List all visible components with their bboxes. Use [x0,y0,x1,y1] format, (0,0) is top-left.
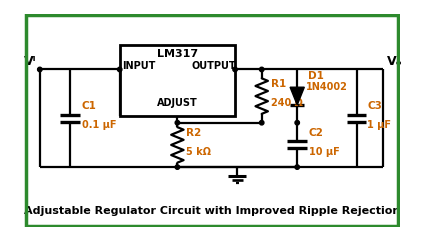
Text: OUTPUT: OUTPUT [192,60,236,71]
Text: C3: C3 [367,101,382,111]
Circle shape [295,165,299,169]
Text: 10 μF: 10 μF [309,147,340,157]
Text: 1 μF: 1 μF [367,120,391,130]
Text: R2: R2 [186,128,201,138]
Text: 240 Ω: 240 Ω [271,98,302,108]
Text: Adjustable Regulator Circuit with Improved Ripple Rejection: Adjustable Regulator Circuit with Improv… [24,207,400,216]
Text: C1: C1 [81,101,96,111]
Circle shape [175,165,180,169]
Circle shape [295,120,299,125]
Polygon shape [290,87,304,105]
Text: 5 kΩ: 5 kΩ [186,147,211,157]
Circle shape [259,67,264,72]
Text: D1: D1 [308,71,324,81]
Text: 1N4002: 1N4002 [306,82,348,92]
Text: Vₒ: Vₒ [387,55,403,68]
Text: C2: C2 [309,128,324,138]
Text: ADJUST: ADJUST [157,98,198,108]
Circle shape [259,120,264,125]
Circle shape [175,120,180,125]
Text: Vᴵ: Vᴵ [24,55,36,68]
Circle shape [38,67,42,72]
Circle shape [233,67,237,72]
Bar [120,45,235,116]
Text: 0.1 μF: 0.1 μF [81,120,116,130]
Text: INPUT: INPUT [123,60,156,71]
Text: LM317: LM317 [157,49,198,59]
Text: R1: R1 [271,79,286,89]
Circle shape [117,67,122,72]
